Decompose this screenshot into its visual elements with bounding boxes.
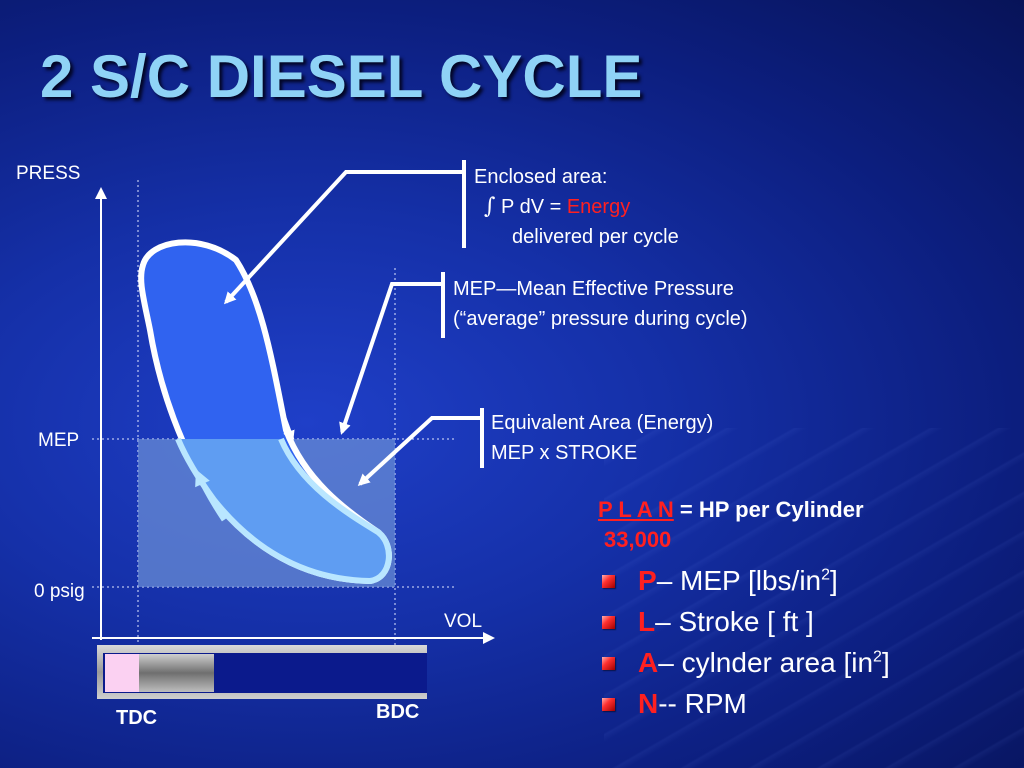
bullet-square-icon: [602, 616, 615, 629]
legend-item: L– Stroke [ ft ]: [600, 601, 890, 642]
x-axis-label: VOL: [444, 611, 483, 632]
bullet-square-icon: [602, 657, 615, 670]
energy-highlight: Energy: [566, 196, 631, 218]
legend-item: N-- RPM: [600, 683, 890, 724]
zero-psig-label: 0 psig: [34, 581, 85, 602]
equivalent-callout-line1: Equivalent Area (Energy): [491, 412, 714, 434]
bullet-square-icon: [602, 698, 615, 711]
legend-item: P– MEP [lbs/in2]: [600, 560, 890, 601]
enclosed-area-line2: delivered per cycle: [512, 226, 679, 248]
legend-item: A– cylnder area [in2]: [600, 642, 890, 683]
equivalent-callout-line2: MEP x STROKE: [491, 442, 638, 464]
equiv-leader: [357, 416, 482, 487]
formula-equals: =: [673, 497, 699, 522]
mep-callout-line1: MEP—Mean Effective Pressure: [453, 278, 734, 300]
mep-axis-label: MEP: [38, 430, 80, 451]
formula-denominator: 33,000: [604, 527, 672, 552]
enclosed-area-formula: ∫ P dV = Energy: [474, 192, 679, 222]
cycle-loop-lower: [178, 439, 389, 581]
bullet-square-icon: [602, 575, 615, 588]
enclosed-area-callout: Enclosed area: ∫ P dV = Energy delivered…: [474, 162, 679, 252]
y-axis-label: PRESS: [16, 163, 81, 184]
loop-arrow-compression: [195, 469, 227, 522]
formula-numerator: P L A N: [598, 497, 674, 522]
tdc-label: TDC: [116, 707, 158, 729]
formula-result: HP per Cylinder: [698, 497, 864, 522]
mep-callout-line2: (“average” pressure during cycle): [453, 308, 748, 330]
bdc-label: BDC: [376, 701, 420, 723]
enclosed-leader: [223, 170, 464, 305]
enclosed-area-heading: Enclosed area:: [474, 166, 608, 188]
piston: [139, 654, 214, 692]
combustion-chamber: [105, 654, 139, 692]
hp-formula: P L A N = HP per Cylinder 33,000: [598, 497, 864, 552]
equivalent-callout: Equivalent Area (Energy) MEP x STROKE: [491, 408, 713, 468]
mep-leader: [339, 282, 443, 435]
slide-title: 2 S/C DIESEL CYCLE: [40, 43, 643, 110]
integral-symbol: ∫: [484, 194, 496, 219]
loop-arrow-expansion: [281, 417, 295, 443]
formula-legend: P– MEP [lbs/in2] L– Stroke [ ft ] A– cyl…: [600, 560, 890, 724]
mep-callout: MEP—Mean Effective Pressure (“average” p…: [453, 274, 748, 334]
formula-prefix: P dV =: [501, 196, 567, 218]
